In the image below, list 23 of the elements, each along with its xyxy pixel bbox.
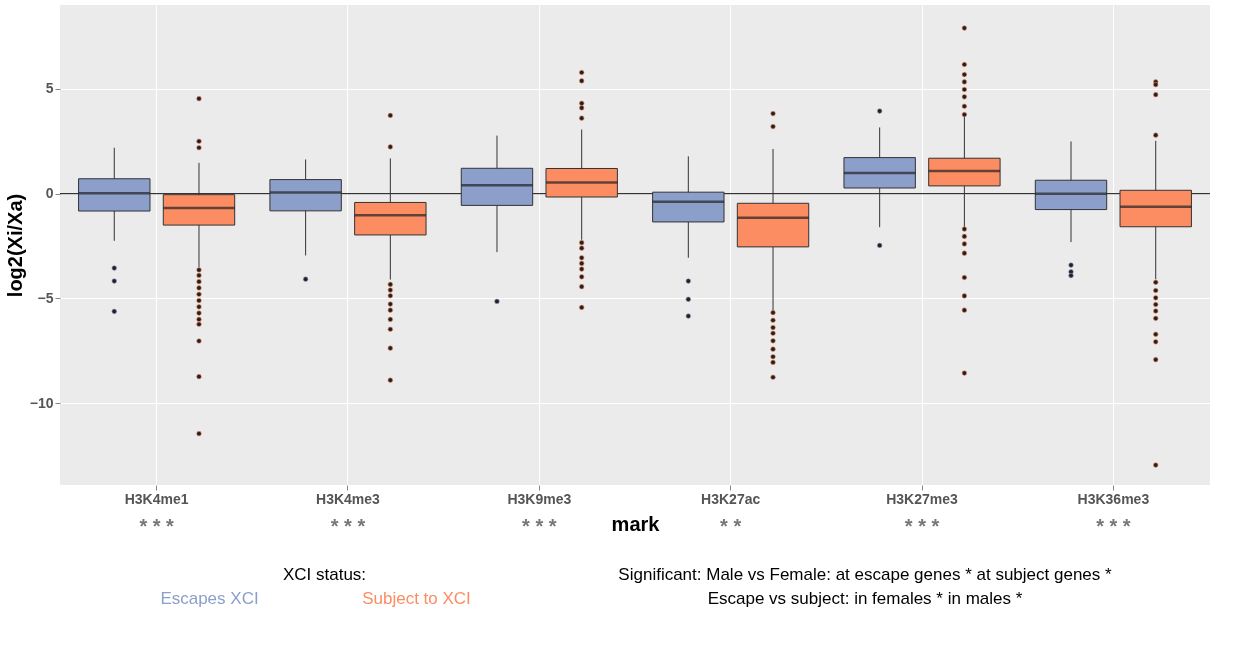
x-tick-label: H3K27ac <box>701 490 761 507</box>
x-tick-label: H3K4me3 <box>316 490 381 507</box>
x-tick-label: H3K27me3 <box>886 490 959 507</box>
text: * * * <box>139 515 175 537</box>
text: * * * <box>1096 515 1131 537</box>
text: Significant: Male vs Female: at escape genes * at subject genes * <box>618 565 1113 584</box>
y-tick-label: 5 <box>45 80 54 97</box>
legend-title: XCI status: <box>282 565 367 584</box>
text: * * * <box>330 515 366 537</box>
y-tick-label: 0 <box>45 185 54 202</box>
text: Subject to XCI <box>362 589 471 608</box>
text: * * <box>720 515 742 537</box>
text: * * * <box>904 515 940 537</box>
text: * * * <box>522 515 557 537</box>
x-axis-title: mark <box>611 512 661 535</box>
x-tick-label: H3K4me1 <box>124 490 189 507</box>
text: Escapes XCI <box>160 589 259 608</box>
text: Escape vs subject: in females * in males * <box>707 589 1023 608</box>
y-tick-label: −10 <box>29 394 54 411</box>
y-tick-label: −5 <box>37 289 54 306</box>
y-axis-title: log2(Xi/Xa) <box>3 193 26 298</box>
x-tick-label: H3K9me3 <box>507 490 572 507</box>
x-tick-label: H3K36me3 <box>1077 490 1150 507</box>
